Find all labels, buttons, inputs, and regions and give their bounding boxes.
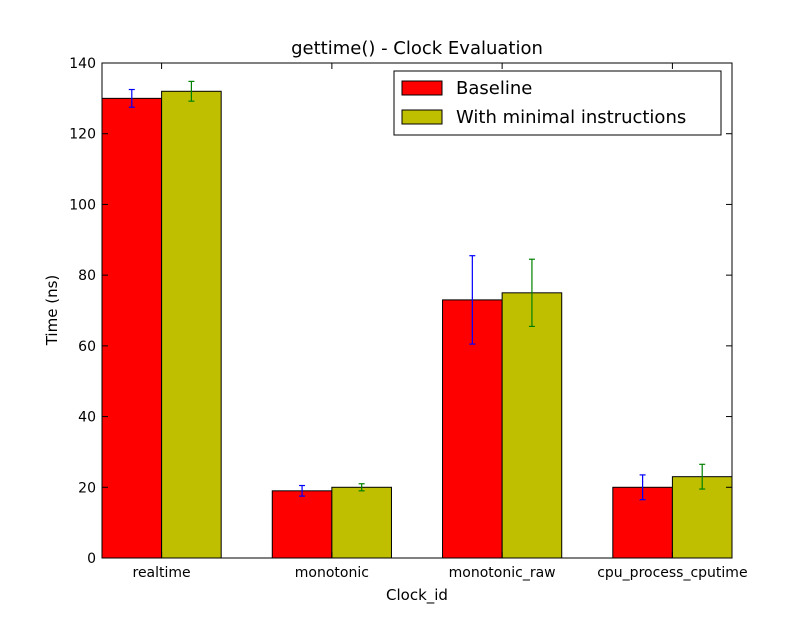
legend-box xyxy=(393,70,722,136)
y-tick-label-60: 60 xyxy=(78,339,96,355)
y-tick-label-100: 100 xyxy=(69,197,96,213)
bar-2-monotonic_raw xyxy=(501,292,563,559)
legend-label-2: With minimal instructions xyxy=(456,107,686,128)
bar-2-cpu_process_cputime xyxy=(671,476,733,559)
y-tick-label-120: 120 xyxy=(69,127,96,143)
x-axis-label: Clock_id xyxy=(386,586,448,605)
x-tick-label-cpu_process_cputime: cpu_process_cputime xyxy=(597,565,747,581)
y-tick-label-80: 80 xyxy=(78,268,96,284)
errorbars-layer xyxy=(128,80,706,501)
legend: Baseline With minimal instructions xyxy=(393,70,722,136)
legend-swatch-2 xyxy=(401,109,443,125)
bar-2-monotonic xyxy=(331,486,392,559)
legend-swatch-1 xyxy=(401,80,443,96)
x-tick-label-monotonic: monotonic xyxy=(295,565,369,581)
plot-frame xyxy=(101,62,733,559)
y-tick-label-20: 20 xyxy=(78,480,96,496)
y-tick-label-0: 0 xyxy=(87,551,96,567)
legend-label-1: Baseline xyxy=(456,78,532,99)
x-tick-label-monotonic_raw: monotonic_raw xyxy=(449,565,556,581)
chart-title: gettime() - Clock Evaluation xyxy=(291,38,543,59)
bar-1-monotonic xyxy=(271,490,333,559)
y-axis-label: Time (ns) xyxy=(43,275,61,347)
axes-layer: 0 20 40 60 80 100 120 140 realtime monotonic monot… xyxy=(69,56,747,581)
bar-1-realtime xyxy=(101,97,163,559)
bars-layer xyxy=(101,90,733,559)
y-tick-label-40: 40 xyxy=(78,410,96,426)
bar-2-realtime xyxy=(161,90,222,559)
x-tick-label-realtime: realtime xyxy=(133,565,191,581)
y-tick-label-140: 140 xyxy=(69,56,96,72)
